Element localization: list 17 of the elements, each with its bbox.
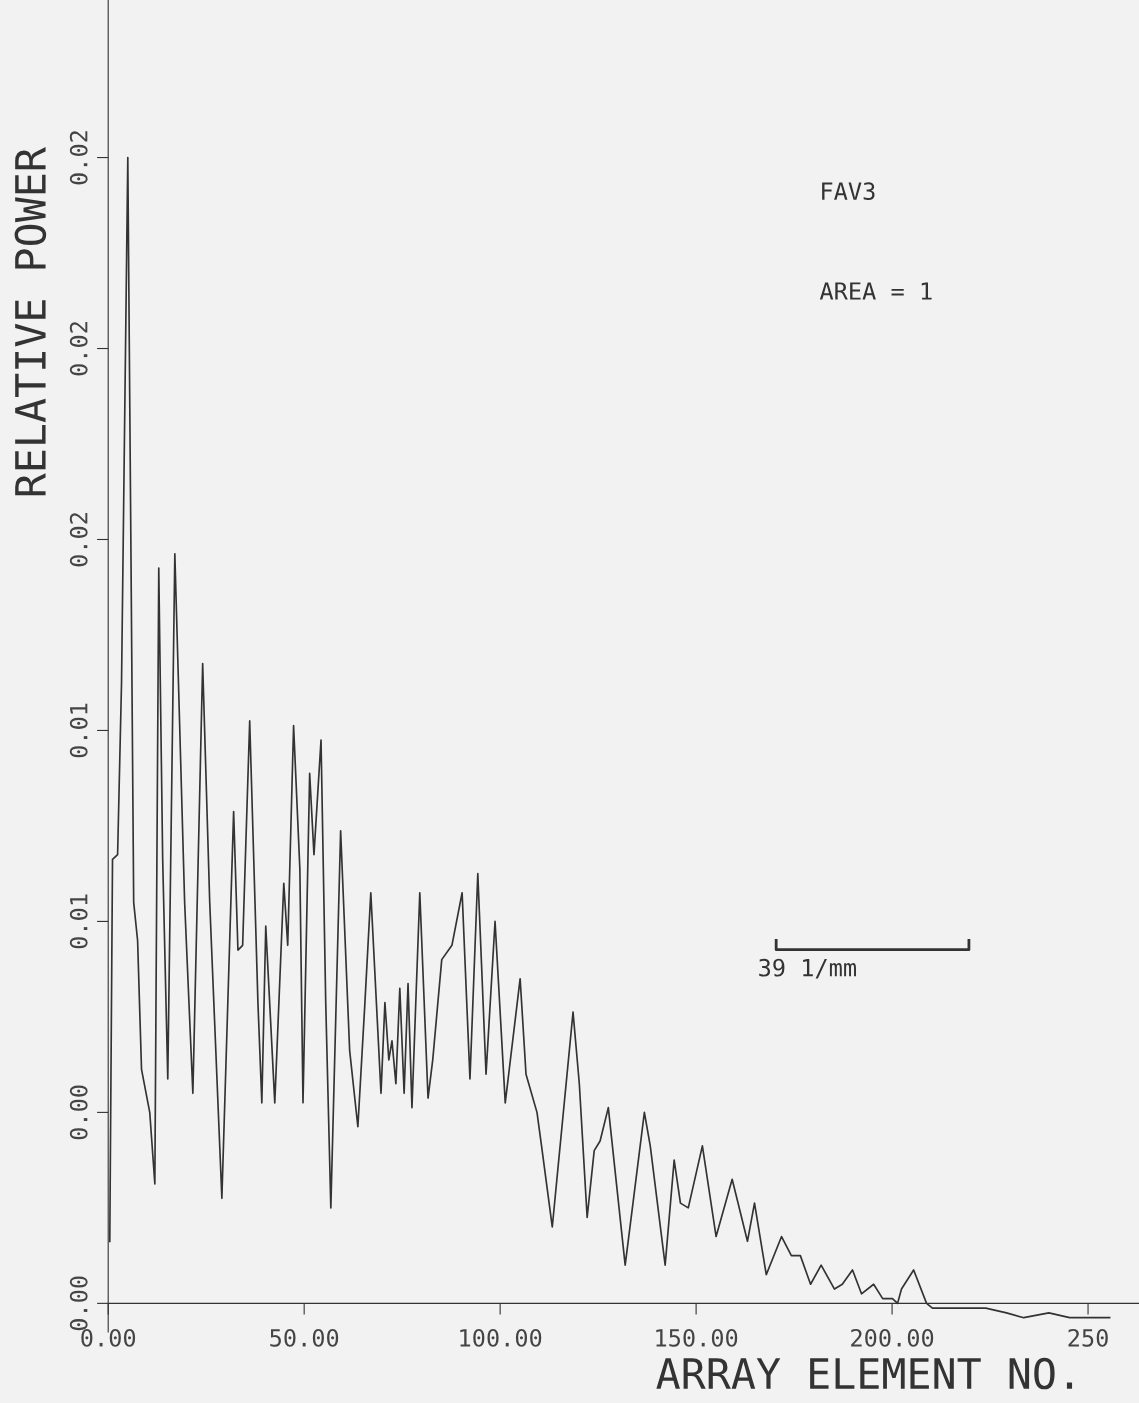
x-tick-label: 100.00	[460, 1328, 542, 1347]
annotation: FAV3	[822, 182, 875, 201]
y-tick-label: 0.00	[69, 1085, 88, 1140]
y-axis-title: RELATIVE POWER	[14, 147, 47, 496]
y-tick-label: 0.02	[69, 513, 88, 567]
annotation: AREA = 1	[819, 282, 932, 300]
x-tick-label: 50.00	[270, 1328, 339, 1347]
x-tick-label: 150.00	[656, 1328, 738, 1347]
y-tick-label: 0.01	[69, 703, 88, 758]
y-tick-label: 0.01	[69, 894, 88, 949]
x-axis-title: ARRAY ELEMENT NO.	[656, 1357, 1073, 1390]
y-tick-label: 0.02	[69, 322, 88, 376]
x-tick-label: 200.00	[851, 1328, 934, 1347]
x-tick-label: 250	[1068, 1328, 1108, 1347]
x-tick-label: 0.00	[81, 1328, 136, 1347]
y-tick-label: 0.02	[69, 131, 88, 185]
annotation: 39 1/mm	[759, 958, 856, 979]
